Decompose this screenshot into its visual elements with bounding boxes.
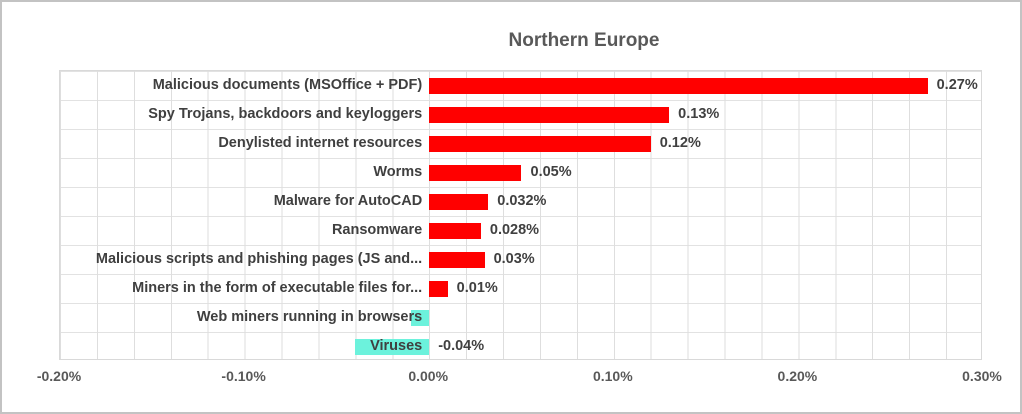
chart-row: Malware for AutoCAD 0.032% — [60, 187, 981, 216]
data-label: 0.12% — [659, 135, 701, 151]
data-label: 0.27% — [936, 77, 978, 93]
data-bar — [410, 309, 430, 326]
chart-row: Denylisted internet resources 0.12% — [60, 129, 981, 158]
chart-row: Malicious scripts and phishing pages (JS… — [60, 245, 981, 274]
axis-tick-label: 0.30% — [962, 368, 1002, 384]
category-label: Denylisted internet resources — [218, 135, 423, 151]
data-bar — [429, 280, 448, 297]
axis-tick-label: 0.20% — [777, 368, 818, 384]
category-label: Miners in the form of executable files f… — [132, 280, 423, 296]
category-label: Viruses — [370, 338, 423, 354]
category-label: Malicious documents (MSOffice + PDF) — [152, 77, 423, 93]
chart-row: Web miners running in browsers — [60, 303, 981, 332]
data-bar — [429, 77, 928, 94]
axis-tick-label: -0.20% — [36, 368, 82, 384]
data-bar — [429, 222, 481, 239]
category-label: Malicious scripts and phishing pages (JS… — [95, 251, 423, 267]
category-label: Ransomware — [331, 222, 423, 238]
axis-tick-label: 0.10% — [592, 368, 633, 384]
data-label: -0.04% — [438, 338, 485, 354]
data-bar — [429, 135, 651, 152]
x-axis: -0.20% -0.10% 0.00% 0.10% 0.20% 0.30% — [37, 368, 1002, 388]
chart-title: Northern Europe — [508, 30, 660, 51]
data-bar — [355, 338, 430, 355]
plot-area: Malicious documents (MSOffice + PDF) 0.27… — [59, 70, 982, 360]
chart-row: Ransomware 0.028% — [60, 216, 981, 245]
category-label: Malware for AutoCAD — [273, 193, 423, 209]
chart-row: Miners in the form of executable files f… — [60, 274, 981, 303]
category-label: Worms — [373, 164, 423, 180]
data-bar — [429, 106, 670, 123]
chart-row: Worms 0.05% — [60, 158, 981, 187]
data-bar — [429, 251, 485, 268]
category-label: Spy Trojans, backdoors and keyloggers — [148, 106, 423, 122]
data-label: 0.03% — [493, 251, 535, 267]
axis-tick-label: 0.00% — [408, 368, 449, 384]
axis-tick-label: -0.10% — [221, 368, 266, 384]
chart-row: Spy Trojans, backdoors and keyloggers 0.1… — [60, 100, 981, 129]
data-bar — [429, 193, 489, 210]
data-bar — [429, 164, 522, 181]
category-label: Web miners running in browsers — [196, 309, 423, 325]
data-label: 0.01% — [456, 280, 498, 296]
chart-row: Malicious documents (MSOffice + PDF) 0.27… — [60, 71, 981, 100]
chart-row: Viruses -0.04% — [60, 332, 981, 361]
data-label: 0.05% — [530, 164, 572, 180]
data-label: 0.028% — [489, 222, 540, 238]
data-label: 0.13% — [678, 106, 720, 122]
data-label: 0.032% — [497, 193, 547, 209]
